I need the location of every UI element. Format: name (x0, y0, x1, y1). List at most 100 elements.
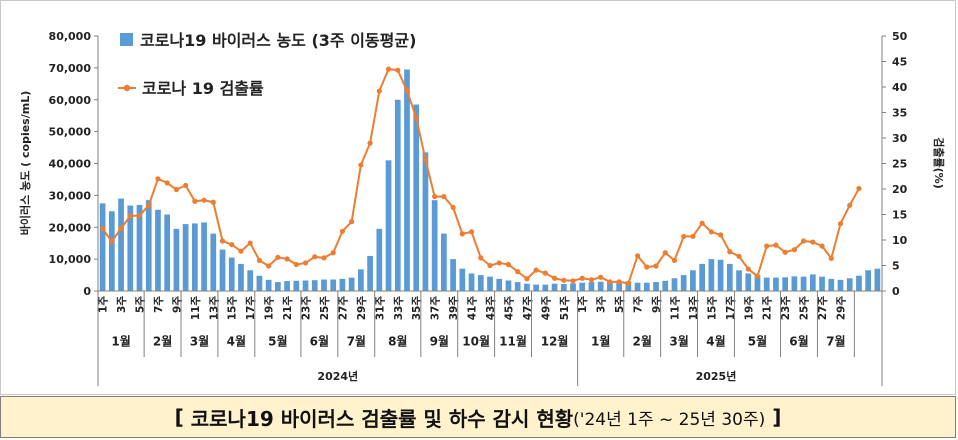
detection-rate-point (727, 249, 733, 255)
detection-rate-point (459, 231, 465, 237)
y-left-tick-label: 70,000 (49, 62, 92, 75)
week-tick-label: 3주 (596, 296, 608, 313)
concentration-bar (625, 281, 632, 291)
detection-rate-point (856, 185, 862, 192)
month-label: 3월 (669, 334, 688, 349)
week-tick-label: 47주 (522, 296, 534, 321)
month-label: 4월 (706, 334, 725, 349)
detection-rate-point (745, 266, 751, 272)
concentration-bar (837, 279, 844, 291)
concentration-bar (450, 259, 456, 291)
concentration-bar (477, 275, 484, 291)
concentration-bar (441, 233, 447, 291)
concentration-bar (182, 224, 189, 291)
concentration-bar (717, 259, 724, 291)
year-label: 2025년 (696, 369, 737, 383)
concentration-bar (118, 198, 124, 291)
y-left-tick-label: 60,000 (49, 94, 92, 107)
week-tick-label: 27주 (817, 296, 829, 321)
concentration-bar (745, 273, 752, 291)
detection-rate-point (146, 202, 152, 208)
detection-rate-point (293, 261, 299, 268)
detection-rate-point (653, 263, 659, 269)
detection-rate-point (173, 186, 179, 193)
detection-rate-point (607, 279, 613, 285)
detection-rate-point (441, 194, 447, 200)
concentration-bar (265, 279, 272, 291)
week-tick-label: 7주 (153, 296, 165, 313)
detection-rate-point (109, 238, 115, 245)
y-right-tick-label: 0 (892, 285, 900, 298)
concentration-bar (588, 282, 595, 291)
y-right-tick-label: 25 (892, 158, 907, 171)
detection-rate-point (266, 263, 272, 269)
week-tick-label: 41주 (467, 296, 479, 321)
detection-rate-point (736, 253, 742, 259)
detection-rate-point (100, 226, 106, 232)
concentration-bar (302, 280, 309, 291)
week-tick-label: 19주 (264, 296, 276, 321)
concentration-bar (321, 279, 327, 291)
concentration-bar (284, 281, 290, 291)
concentration-bar (422, 152, 429, 291)
caption-main: 코로나19 바이러스 검출률 및 하수 감시 현황 (190, 406, 574, 431)
detection-rate-point (542, 270, 548, 276)
y-right-tick-label: 10 (892, 234, 908, 247)
detection-rate-point (210, 199, 216, 205)
detection-rate-point (533, 267, 539, 273)
caption-open-bracket: [ (174, 405, 191, 429)
concentration-bar (274, 282, 281, 291)
y-left-tick-label: 10,000 (49, 253, 92, 266)
detection-rate-point (284, 256, 290, 262)
detection-rate-point (183, 182, 189, 189)
week-tick-label: 27주 (337, 296, 349, 321)
week-tick-label: 15주 (706, 296, 718, 321)
month-label: 1월 (591, 334, 610, 349)
detection-rate-point (468, 229, 475, 235)
y-right-tick-label: 5 (892, 260, 900, 273)
detection-rate-point (358, 162, 364, 168)
caption-close-bracket: ] (765, 405, 782, 429)
concentration-bar (865, 270, 872, 291)
concentration-bar (496, 278, 503, 291)
concentration-bar (597, 281, 604, 291)
week-tick-label: 49주 (540, 296, 552, 321)
week-tick-label: 33주 (393, 296, 405, 321)
concentration-bar (431, 200, 438, 291)
detection-rate-point (690, 233, 696, 240)
month-label: 4월 (227, 334, 246, 349)
y-right-tick-label: 45 (892, 56, 907, 69)
legend-bar-swatch (120, 33, 133, 46)
concentration-bar (173, 228, 180, 291)
detection-rate-point (754, 273, 761, 279)
detection-rate-point (524, 276, 530, 282)
week-tick-label: 29주 (835, 296, 847, 321)
week-tick-label: 5주 (135, 296, 147, 313)
concentration-bar (413, 104, 420, 291)
concentration-bar (551, 283, 558, 291)
concentration-bar (690, 270, 696, 291)
concentration-bar (256, 275, 263, 291)
week-tick-label: 29주 (356, 296, 368, 321)
concentration-bar (726, 263, 733, 291)
detection-rate-point (312, 254, 318, 260)
detection-rate-point (450, 204, 456, 210)
detection-rate-point (837, 221, 844, 227)
concentration-bar (736, 270, 742, 291)
concentration-bar (560, 283, 567, 291)
week-tick-label: 25주 (319, 296, 331, 321)
detection-rate-point (349, 219, 355, 225)
caption-range: ('24년 1주 ~ 25년 30주) (573, 409, 766, 430)
concentration-bar (210, 233, 217, 291)
concentration-bar (348, 277, 355, 291)
week-tick-label: 37주 (430, 296, 442, 321)
concentration-bar (127, 205, 134, 291)
concentration-bar (671, 278, 678, 291)
concentration-bar (514, 282, 521, 291)
week-tick-label: 21주 (282, 296, 294, 321)
concentration-bar (708, 259, 715, 291)
legend-line-marker (123, 84, 131, 92)
detection-rate-point (247, 240, 253, 246)
concentration-bar (330, 279, 337, 291)
concentration-bar (791, 276, 798, 291)
